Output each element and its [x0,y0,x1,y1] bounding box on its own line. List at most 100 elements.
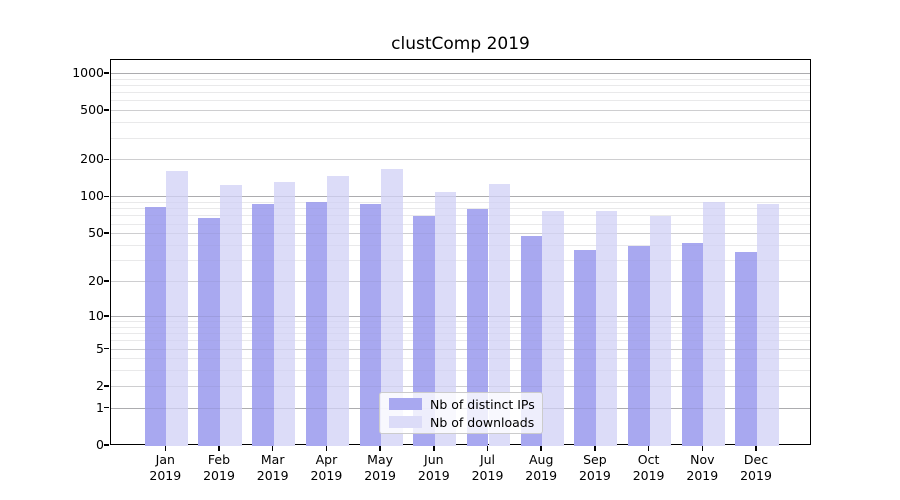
gridline-overlay-1000 [111,72,810,74]
gridline-overlay-5 [111,348,810,350]
x-tick-label-sep: Sep 2019 [578,452,611,483]
x-tick-label-jun: Jun 2019 [417,452,450,483]
gridline-400 [111,122,810,124]
y-tick-label-5: 5 [96,340,104,356]
bar-ips-nov [681,243,704,446]
x-tick-label-oct: Oct 2019 [632,452,665,483]
gridline-1000 [111,72,810,74]
chart-title: clustComp 2019 [391,34,530,54]
bar-downloads-apr [327,175,349,446]
gridlines-under [111,60,810,444]
y-tick-label-0: 0 [96,437,104,452]
y-tick-label-10: 10 [88,307,104,323]
gridline-overlay-70 [111,215,810,217]
gridline-overlay-2 [111,385,810,387]
y-tick-mark-1 [104,406,109,409]
gridline-overlay-50 [111,233,810,235]
gridline-6 [111,340,810,342]
gridline-200 [111,159,810,161]
gridline-overlay-4 [111,358,810,360]
gridline-2 [111,385,810,387]
gridline-overlay-10 [111,315,810,317]
legend-swatch-downloads [389,416,422,428]
gridline-overlay-100 [111,196,810,198]
gridline-overlay-800 [111,84,810,86]
legend-item-distinct-ips: Nb of distinct IPs [389,396,535,412]
gridline-600 [111,100,810,102]
x-tick-label-feb: Feb 2019 [203,452,235,483]
x-tick-mark-aug [540,446,542,451]
bar-downloads-oct [649,216,672,446]
y-tick-mark-5 [104,347,109,350]
gridline-overlay-80 [111,208,810,210]
gridline-5 [111,348,810,350]
gridline-overlay-30 [111,260,810,262]
legend-label-distinct-ips: Nb of distinct IPs [430,396,535,412]
bar-ips-jan [144,206,167,446]
bar-downloads-jun [434,192,457,446]
gridlines-over [111,60,810,444]
gridline-100 [111,196,810,198]
y-tick-label-50: 50 [88,225,104,241]
x-tick-label-dec: Dec 2019 [740,452,772,483]
gridline-overlay-3 [111,370,810,372]
plot-area [110,59,811,446]
gridline-900 [111,78,810,80]
bar-downloads-feb [220,184,242,446]
x-tick-mark-may [379,446,381,451]
gridline-overlay-500 [111,110,810,112]
x-tick-mark-jul [486,446,489,451]
gridline-overlay-8 [111,326,810,328]
bar-ips-dec [735,251,757,446]
gridline-overlay-60 [111,223,810,225]
bar-ips-jun [413,215,435,446]
gridline-9 [111,321,810,322]
bar-downloads-mar [273,181,296,446]
gridline-overlay-400 [111,122,810,124]
gridline-10 [111,315,810,317]
y-tick-label-500: 500 [80,102,104,118]
y-tick-label-1: 1 [96,399,104,415]
bar-ips-feb [198,217,220,446]
gridline-overlay-300 [111,137,810,139]
gridline-overlay-9 [111,321,810,322]
bar-ips-sep [574,250,596,446]
x-tick-mark-feb [218,446,220,451]
gridline-overlay-900 [111,78,810,80]
gridline-50 [111,233,810,235]
bar-downloads-jul [488,184,511,446]
legend-item-downloads: Nb of downloads [389,415,534,430]
gridline-overlay-200 [111,159,810,161]
gridline-800 [111,84,810,86]
x-tick-mark-jun [433,446,435,451]
y-tick-label-20: 20 [88,273,104,289]
x-tick-label-jan: Jan 2019 [149,452,182,483]
y-tick-mark-20 [104,280,109,282]
x-tick-label-apr: Apr 2019 [310,452,343,483]
legend: Nb of distinct IPs Nb of downloads [379,392,543,434]
y-tick-mark-10 [104,315,109,317]
y-tick-mark-0 [104,444,109,446]
gridline-overlay-90 [111,202,810,204]
x-tick-mark-apr [325,446,328,451]
y-tick-mark-2 [104,385,109,387]
gridline-20 [111,281,810,283]
bar-downloads-sep [595,211,618,446]
bar-ips-apr [305,202,328,446]
gridline-90 [111,202,810,204]
x-tick-label-nov: Nov 2019 [686,452,719,483]
gridline-8 [111,326,810,328]
gridline-60 [111,223,810,225]
x-tick-mark-mar [271,446,274,451]
gridline-overlay-7 [111,333,810,335]
gridline-500 [111,110,810,112]
x-tick-mark-sep [594,446,596,451]
y-tick-label-1000: 1000 [72,64,104,80]
bar-downloads-jan [166,171,188,446]
gridline-overlay-700 [111,92,810,94]
bar-downloads-nov [703,202,725,446]
bars-layer [111,60,810,446]
x-tick-mark-dec [755,446,757,451]
gridline-overlay-600 [111,100,810,102]
